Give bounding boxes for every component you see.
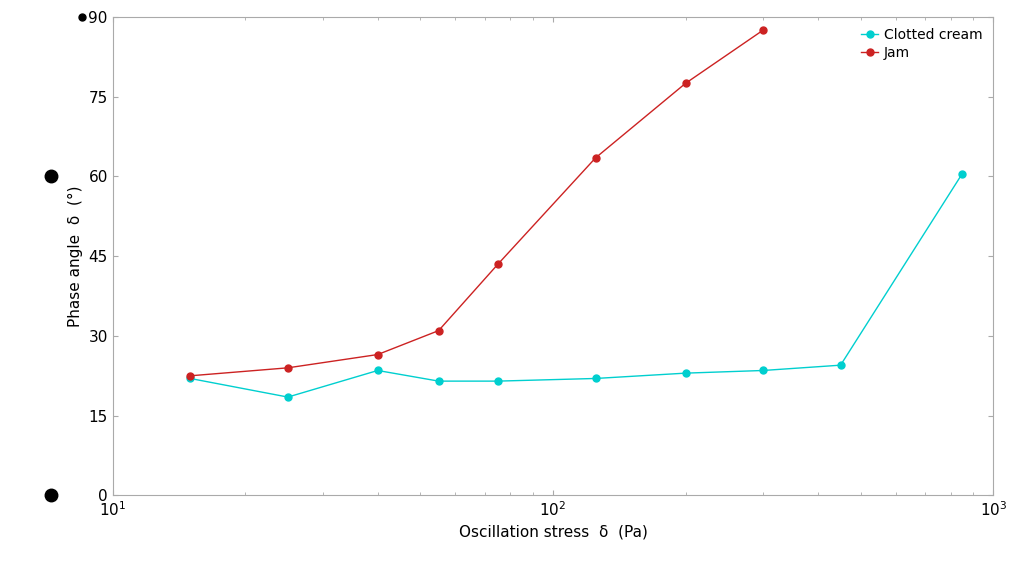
Jam — [184, 373, 197, 379]
Clotted cream — [372, 367, 384, 374]
Jam — [282, 364, 294, 371]
Clotted cream — [432, 378, 444, 385]
Jam — [432, 327, 444, 334]
Jam — [679, 80, 691, 87]
Clotted cream — [492, 378, 504, 385]
Clotted cream — [184, 375, 197, 382]
Jam — [372, 351, 384, 358]
Clotted cream — [590, 375, 602, 382]
Clotted cream — [956, 171, 969, 177]
Jam — [590, 154, 602, 161]
Line: Clotted cream: Clotted cream — [186, 170, 966, 400]
Y-axis label: Phase angle  δ  (°): Phase angle δ (°) — [68, 185, 83, 327]
Clotted cream — [757, 367, 769, 374]
Line: Jam: Jam — [186, 26, 767, 379]
Clotted cream — [282, 394, 294, 400]
X-axis label: Oscillation stress  δ  (Pa): Oscillation stress δ (Pa) — [459, 525, 647, 539]
Clotted cream — [679, 370, 691, 377]
Legend: Clotted cream, Jam: Clotted cream, Jam — [857, 24, 986, 64]
Clotted cream — [835, 362, 847, 369]
Jam — [757, 27, 769, 34]
Jam — [492, 261, 504, 267]
